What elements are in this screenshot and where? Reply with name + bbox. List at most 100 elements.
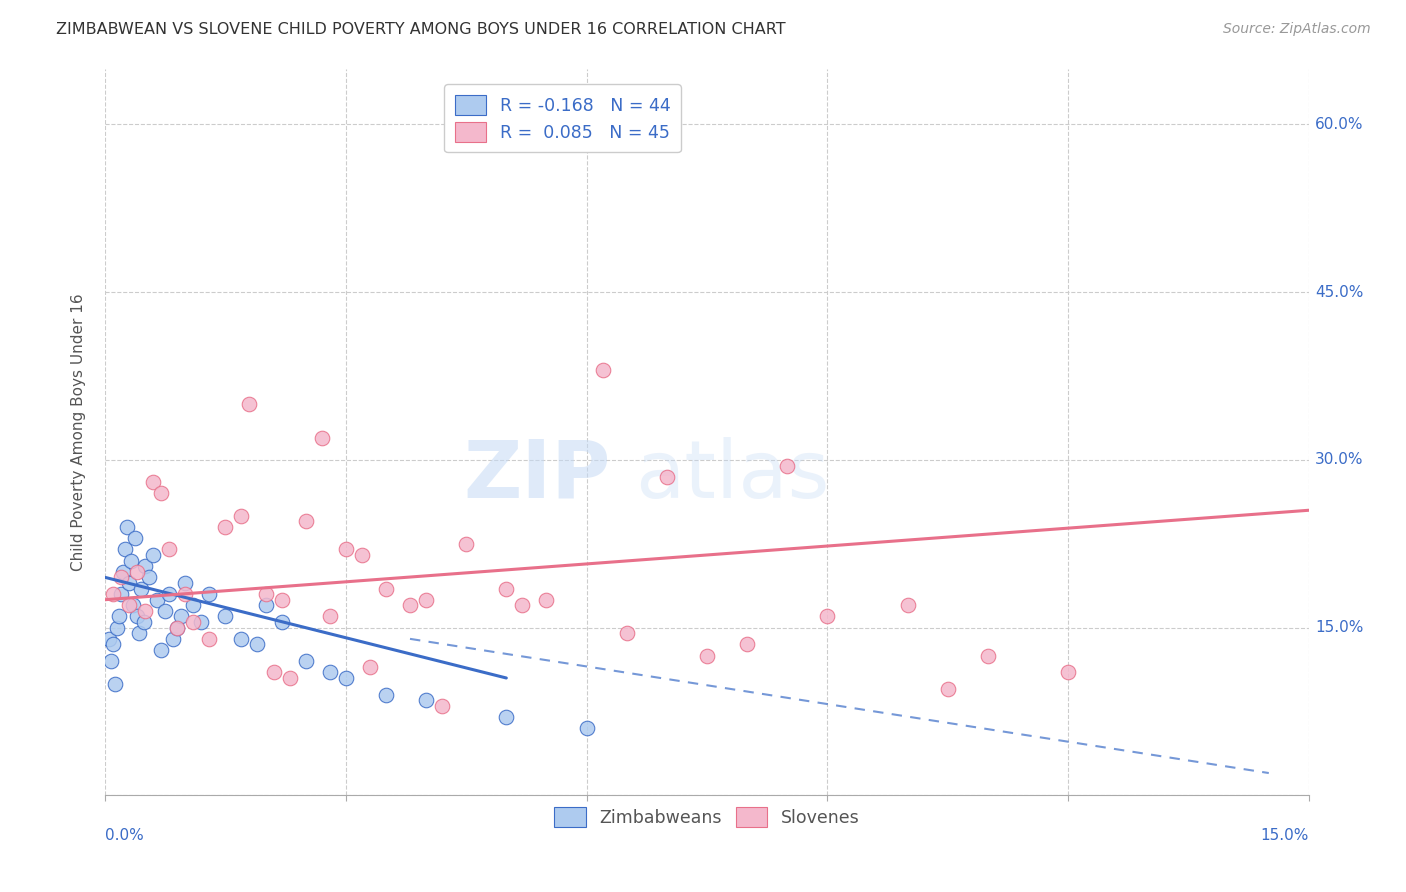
Point [134,559,156,574]
Point [166,621,188,635]
Point [294,654,316,668]
Point [181,615,204,629]
Point [153,604,176,618]
Point [238,397,260,411]
Point [616,626,638,640]
Point [100,654,122,668]
Point [696,648,718,663]
Point [108,609,131,624]
Point [198,587,221,601]
Point [897,599,920,613]
Text: 60.0%: 60.0% [1315,117,1364,132]
Point [134,604,156,618]
Point [495,582,517,596]
Point [311,431,333,445]
Point [359,660,381,674]
Point [815,609,838,624]
Point [198,632,221,646]
Point [415,592,437,607]
Point [254,587,277,601]
Text: 15.0%: 15.0% [1315,620,1364,635]
Point [231,632,253,646]
Point [374,688,396,702]
Point [127,609,149,624]
Point [170,609,193,624]
Point [512,599,534,613]
Point [132,615,155,629]
Text: ZIP: ZIP [464,436,610,515]
Point [120,553,142,567]
Point [294,515,316,529]
Point [374,582,396,596]
Point [105,621,128,635]
Point [536,592,558,607]
Point [278,671,301,685]
Point [415,693,437,707]
Text: 15.0%: 15.0% [1261,828,1309,843]
Point [214,520,236,534]
Point [150,643,173,657]
Point [128,626,150,640]
Point [319,609,342,624]
Point [655,469,678,483]
Point [129,582,152,596]
Point [977,648,1000,663]
Point [146,592,169,607]
Point [776,458,799,473]
Point [1057,665,1080,680]
Point [190,615,212,629]
Point [575,95,598,109]
Point [254,599,277,613]
Text: 0.0%: 0.0% [105,828,143,843]
Point [575,721,598,735]
Point [270,615,292,629]
Point [142,475,165,490]
Point [592,363,614,377]
Point [127,565,149,579]
Point [936,682,959,697]
Text: Source: ZipAtlas.com: Source: ZipAtlas.com [1223,22,1371,37]
Point [231,508,253,523]
Point [270,592,292,607]
Point [456,537,478,551]
Point [110,587,132,601]
Point [117,520,139,534]
Point [114,542,136,557]
Text: 45.0%: 45.0% [1315,285,1364,300]
Point [118,599,141,613]
Point [98,632,121,646]
Point [319,665,342,680]
Point [335,542,357,557]
Point [263,665,285,680]
Point [735,637,758,651]
Point [122,599,145,613]
Point [174,587,197,601]
Point [174,576,197,591]
Text: atlas: atlas [634,436,830,515]
Point [399,599,422,613]
Point [495,710,517,724]
Point [214,609,236,624]
Point [101,637,124,651]
Point [138,570,160,584]
Point [335,671,357,685]
Point [430,698,453,713]
Point [124,531,146,545]
Text: 30.0%: 30.0% [1315,452,1364,467]
Legend: Zimbabweans, Slovenes: Zimbabweans, Slovenes [547,800,866,834]
Point [162,632,184,646]
Point [157,542,180,557]
Point [118,576,141,591]
Point [246,637,269,651]
Point [181,599,204,613]
Point [157,587,180,601]
Y-axis label: Child Poverty Among Boys Under 16: Child Poverty Among Boys Under 16 [72,293,86,571]
Point [350,548,373,562]
Point [150,486,173,500]
Point [104,676,127,690]
Point [142,548,165,562]
Point [110,570,132,584]
Point [166,621,188,635]
Text: ZIMBABWEAN VS SLOVENE CHILD POVERTY AMONG BOYS UNDER 16 CORRELATION CHART: ZIMBABWEAN VS SLOVENE CHILD POVERTY AMON… [56,22,786,37]
Point [101,587,124,601]
